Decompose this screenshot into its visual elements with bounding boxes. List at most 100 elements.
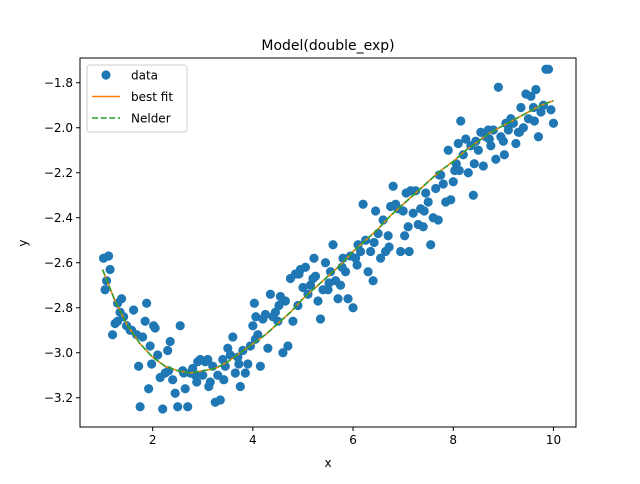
data-point bbox=[249, 298, 259, 308]
data-point bbox=[473, 145, 483, 155]
axes: 2 4 6 8 10 −3.2 −3.0 −2.8 −2.6 −2.4 −2.2 −2.0 −1.8 bbox=[44, 57, 577, 447]
x-tick-label: 8 bbox=[449, 433, 457, 447]
legend-label-nelder: Nelder bbox=[131, 112, 171, 126]
data-point bbox=[251, 312, 261, 322]
data-point bbox=[225, 350, 235, 360]
data-point bbox=[144, 384, 154, 394]
data-point bbox=[461, 134, 471, 144]
data-point bbox=[107, 330, 118, 340]
data-point bbox=[403, 222, 413, 232]
data-point bbox=[273, 316, 283, 326]
data-point bbox=[543, 64, 554, 74]
y-tick-label: −2.0 bbox=[44, 121, 73, 135]
data-point bbox=[369, 237, 379, 248]
data-point bbox=[100, 285, 110, 295]
data-point bbox=[363, 267, 373, 277]
x-tick-label: 2 bbox=[149, 433, 157, 447]
data-point bbox=[426, 240, 436, 250]
data-point bbox=[548, 118, 559, 128]
legend-label-data: data bbox=[131, 69, 158, 83]
data-point bbox=[260, 309, 270, 320]
data-point bbox=[398, 206, 408, 216]
data-point bbox=[376, 253, 386, 263]
data-point bbox=[283, 341, 293, 351]
data-point bbox=[163, 345, 173, 356]
data-point bbox=[138, 332, 148, 342]
data-point bbox=[147, 359, 157, 369]
data-point bbox=[280, 296, 291, 306]
data-point bbox=[529, 116, 540, 126]
data-point bbox=[491, 154, 501, 164]
y-tick-label: −2.2 bbox=[44, 166, 73, 180]
data-point bbox=[453, 138, 463, 149]
data-point bbox=[526, 91, 536, 101]
data-point bbox=[323, 285, 333, 295]
data-point bbox=[324, 278, 334, 288]
data-point bbox=[165, 336, 175, 347]
data-point bbox=[400, 231, 410, 241]
data-point bbox=[448, 177, 458, 187]
data-point bbox=[180, 384, 190, 394]
data-point bbox=[516, 102, 526, 113]
data-point bbox=[383, 231, 393, 241]
data-point bbox=[511, 138, 521, 149]
data-point bbox=[438, 179, 448, 189]
data-point bbox=[183, 402, 193, 412]
y-tick-label: −2.6 bbox=[44, 256, 73, 270]
x-tick-label: 6 bbox=[349, 433, 357, 447]
data-point bbox=[135, 402, 145, 412]
data-point bbox=[384, 242, 394, 252]
data-point bbox=[198, 370, 208, 380]
data-point bbox=[484, 134, 494, 144]
data-point bbox=[140, 316, 150, 326]
data-point bbox=[456, 116, 466, 126]
data-point bbox=[150, 323, 160, 333]
data-point bbox=[250, 334, 260, 344]
data-point bbox=[434, 170, 444, 180]
data-point bbox=[421, 188, 431, 198]
data-point bbox=[278, 348, 288, 358]
data-point bbox=[463, 168, 473, 178]
data-point bbox=[431, 183, 441, 194]
data-point bbox=[240, 368, 250, 378]
data-point bbox=[170, 388, 180, 398]
plot-area bbox=[98, 64, 559, 414]
x-axis-label: x bbox=[324, 456, 331, 470]
data-point bbox=[531, 84, 541, 95]
data-point bbox=[103, 251, 114, 261]
y-tick-label: −3.2 bbox=[44, 391, 73, 405]
data-point bbox=[219, 375, 229, 385]
legend-label-best-fit: best fit bbox=[131, 90, 173, 104]
data-point bbox=[233, 352, 243, 362]
data-point bbox=[454, 165, 464, 176]
data-point bbox=[270, 307, 280, 317]
data-point bbox=[243, 359, 253, 369]
data-point bbox=[419, 206, 429, 216]
data-point bbox=[309, 253, 319, 263]
data-point bbox=[204, 381, 214, 392]
data-point bbox=[348, 303, 358, 313]
legend: data best fit Nelder bbox=[86, 64, 188, 133]
x-tick-label: 10 bbox=[546, 433, 561, 447]
data-point bbox=[129, 305, 139, 315]
data-point bbox=[433, 215, 443, 225]
data-point bbox=[294, 269, 304, 279]
data-point bbox=[373, 228, 383, 239]
data-point bbox=[423, 197, 433, 207]
data-point bbox=[443, 145, 453, 155]
data-point bbox=[378, 215, 388, 225]
data-point bbox=[215, 395, 225, 405]
y-tick-label: −2.8 bbox=[44, 301, 73, 315]
data-point bbox=[478, 161, 488, 171]
data-point bbox=[514, 127, 524, 137]
data-point bbox=[234, 359, 244, 369]
series-line-nelder bbox=[101, 99, 554, 374]
data-point bbox=[235, 381, 245, 392]
data-point bbox=[468, 190, 478, 200]
data-point bbox=[370, 206, 381, 216]
data-point bbox=[274, 300, 284, 311]
data-point bbox=[498, 136, 508, 146]
data-point bbox=[471, 136, 481, 146]
data-point bbox=[352, 260, 362, 270]
data-point bbox=[134, 361, 144, 371]
